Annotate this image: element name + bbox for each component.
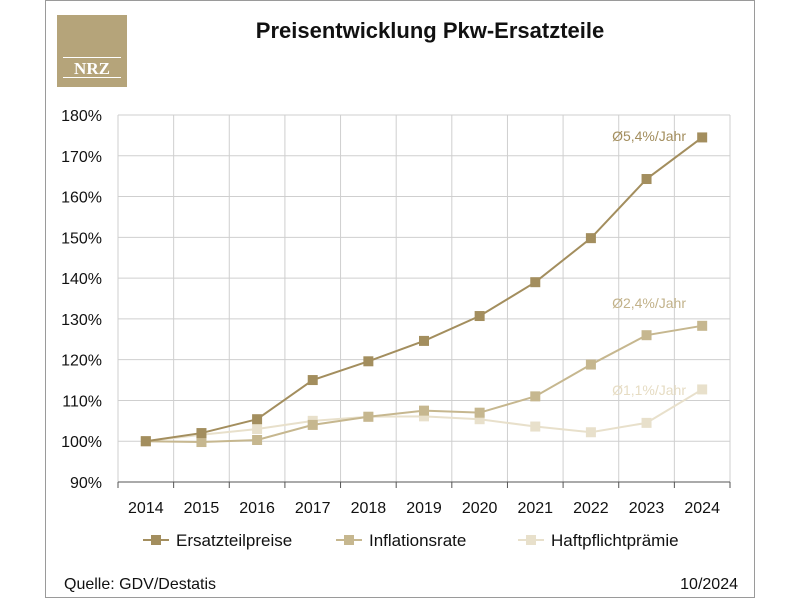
growth-annotation: Ø2,4%/Jahr [612,295,686,311]
data-point-inflationsrate [419,405,429,416]
x-tick-label: 2017 [295,500,331,517]
data-point-ersatzteilpreise [474,311,485,322]
logo-bottom-rule [63,77,121,78]
y-tick-label: 100% [61,434,102,451]
data-point-haftpflichtpraemie [419,411,429,422]
x-tick-label: 2018 [351,500,387,517]
legend-swatch-marker [344,535,354,545]
chart-title: Preisentwicklung Pkw-Ersatzteile [255,18,605,43]
data-point-haftpflichtpraemie [641,417,652,428]
y-tick-label: 130% [61,312,102,329]
growth-annotation: Ø1,1%/Jahr [612,382,686,398]
y-tick-label: 160% [61,190,102,207]
data-point-ersatzteilpreise [419,335,429,346]
data-point-haftpflichtpraemie [585,427,596,438]
x-tick-label: 2024 [684,500,720,517]
growth-annotation: Ø5,4%/Jahr [612,128,686,144]
x-tick-label: 2023 [629,500,665,517]
date-note: 10/2024 [680,576,738,593]
x-tick-label: 2014 [128,500,164,517]
data-point-ersatzteilpreise [363,356,374,367]
y-tick-label: 140% [61,271,102,288]
legend-swatch-marker [526,535,536,545]
x-tick-label: 2019 [406,500,442,517]
data-point-inflationsrate [307,419,318,430]
legend-swatch-marker [151,535,161,545]
logo-top-rule [63,57,121,58]
source-note: Quelle: GDV/Destatis [64,576,217,593]
x-tick-label: 2020 [462,500,498,517]
data-point-ersatzteilpreise [530,277,541,288]
data-point-ersatzteilpreise [307,375,318,386]
data-point-haftpflichtpraemie [474,414,485,425]
chart-frame [45,0,755,598]
y-tick-label: 180% [61,108,102,125]
legend-label: Inflationsrate [369,531,466,550]
data-point-inflationsrate [196,437,207,448]
y-tick-label: 170% [61,149,102,166]
legend-label: Ersatzteilpreise [176,531,292,550]
data-point-inflationsrate [363,411,374,422]
data-point-inflationsrate [252,434,263,445]
legend-label: Haftpflichtprämie [551,531,679,550]
logo-text: NRZ [74,59,110,78]
data-point-ersatzteilpreise [140,436,151,447]
x-tick-label: 2022 [573,500,609,517]
data-point-inflationsrate [474,407,485,418]
data-point-ersatzteilpreise [697,132,708,143]
data-point-ersatzteilpreise [641,174,652,185]
data-point-inflationsrate [641,330,652,341]
y-tick-label: 150% [61,230,102,247]
x-tick-label: 2021 [517,500,553,517]
y-tick-label: 90% [70,475,102,492]
nrz-logo: NRZ [57,15,127,87]
data-point-haftpflichtpraemie [252,423,263,434]
data-point-ersatzteilpreise [196,428,207,439]
x-tick-label: 2015 [184,500,220,517]
x-tick-label: 2016 [239,500,275,517]
y-tick-label: 110% [62,393,102,410]
data-point-ersatzteilpreise [252,414,263,425]
data-point-inflationsrate [697,320,708,331]
data-point-inflationsrate [585,359,596,370]
data-point-ersatzteilpreise [585,233,596,244]
y-tick-label: 120% [61,353,102,370]
data-point-inflationsrate [530,391,541,402]
data-point-haftpflichtpraemie [530,421,541,432]
data-point-haftpflichtpraemie [697,384,708,395]
